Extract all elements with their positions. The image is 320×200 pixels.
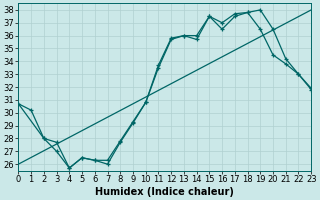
X-axis label: Humidex (Indice chaleur): Humidex (Indice chaleur) xyxy=(95,187,234,197)
